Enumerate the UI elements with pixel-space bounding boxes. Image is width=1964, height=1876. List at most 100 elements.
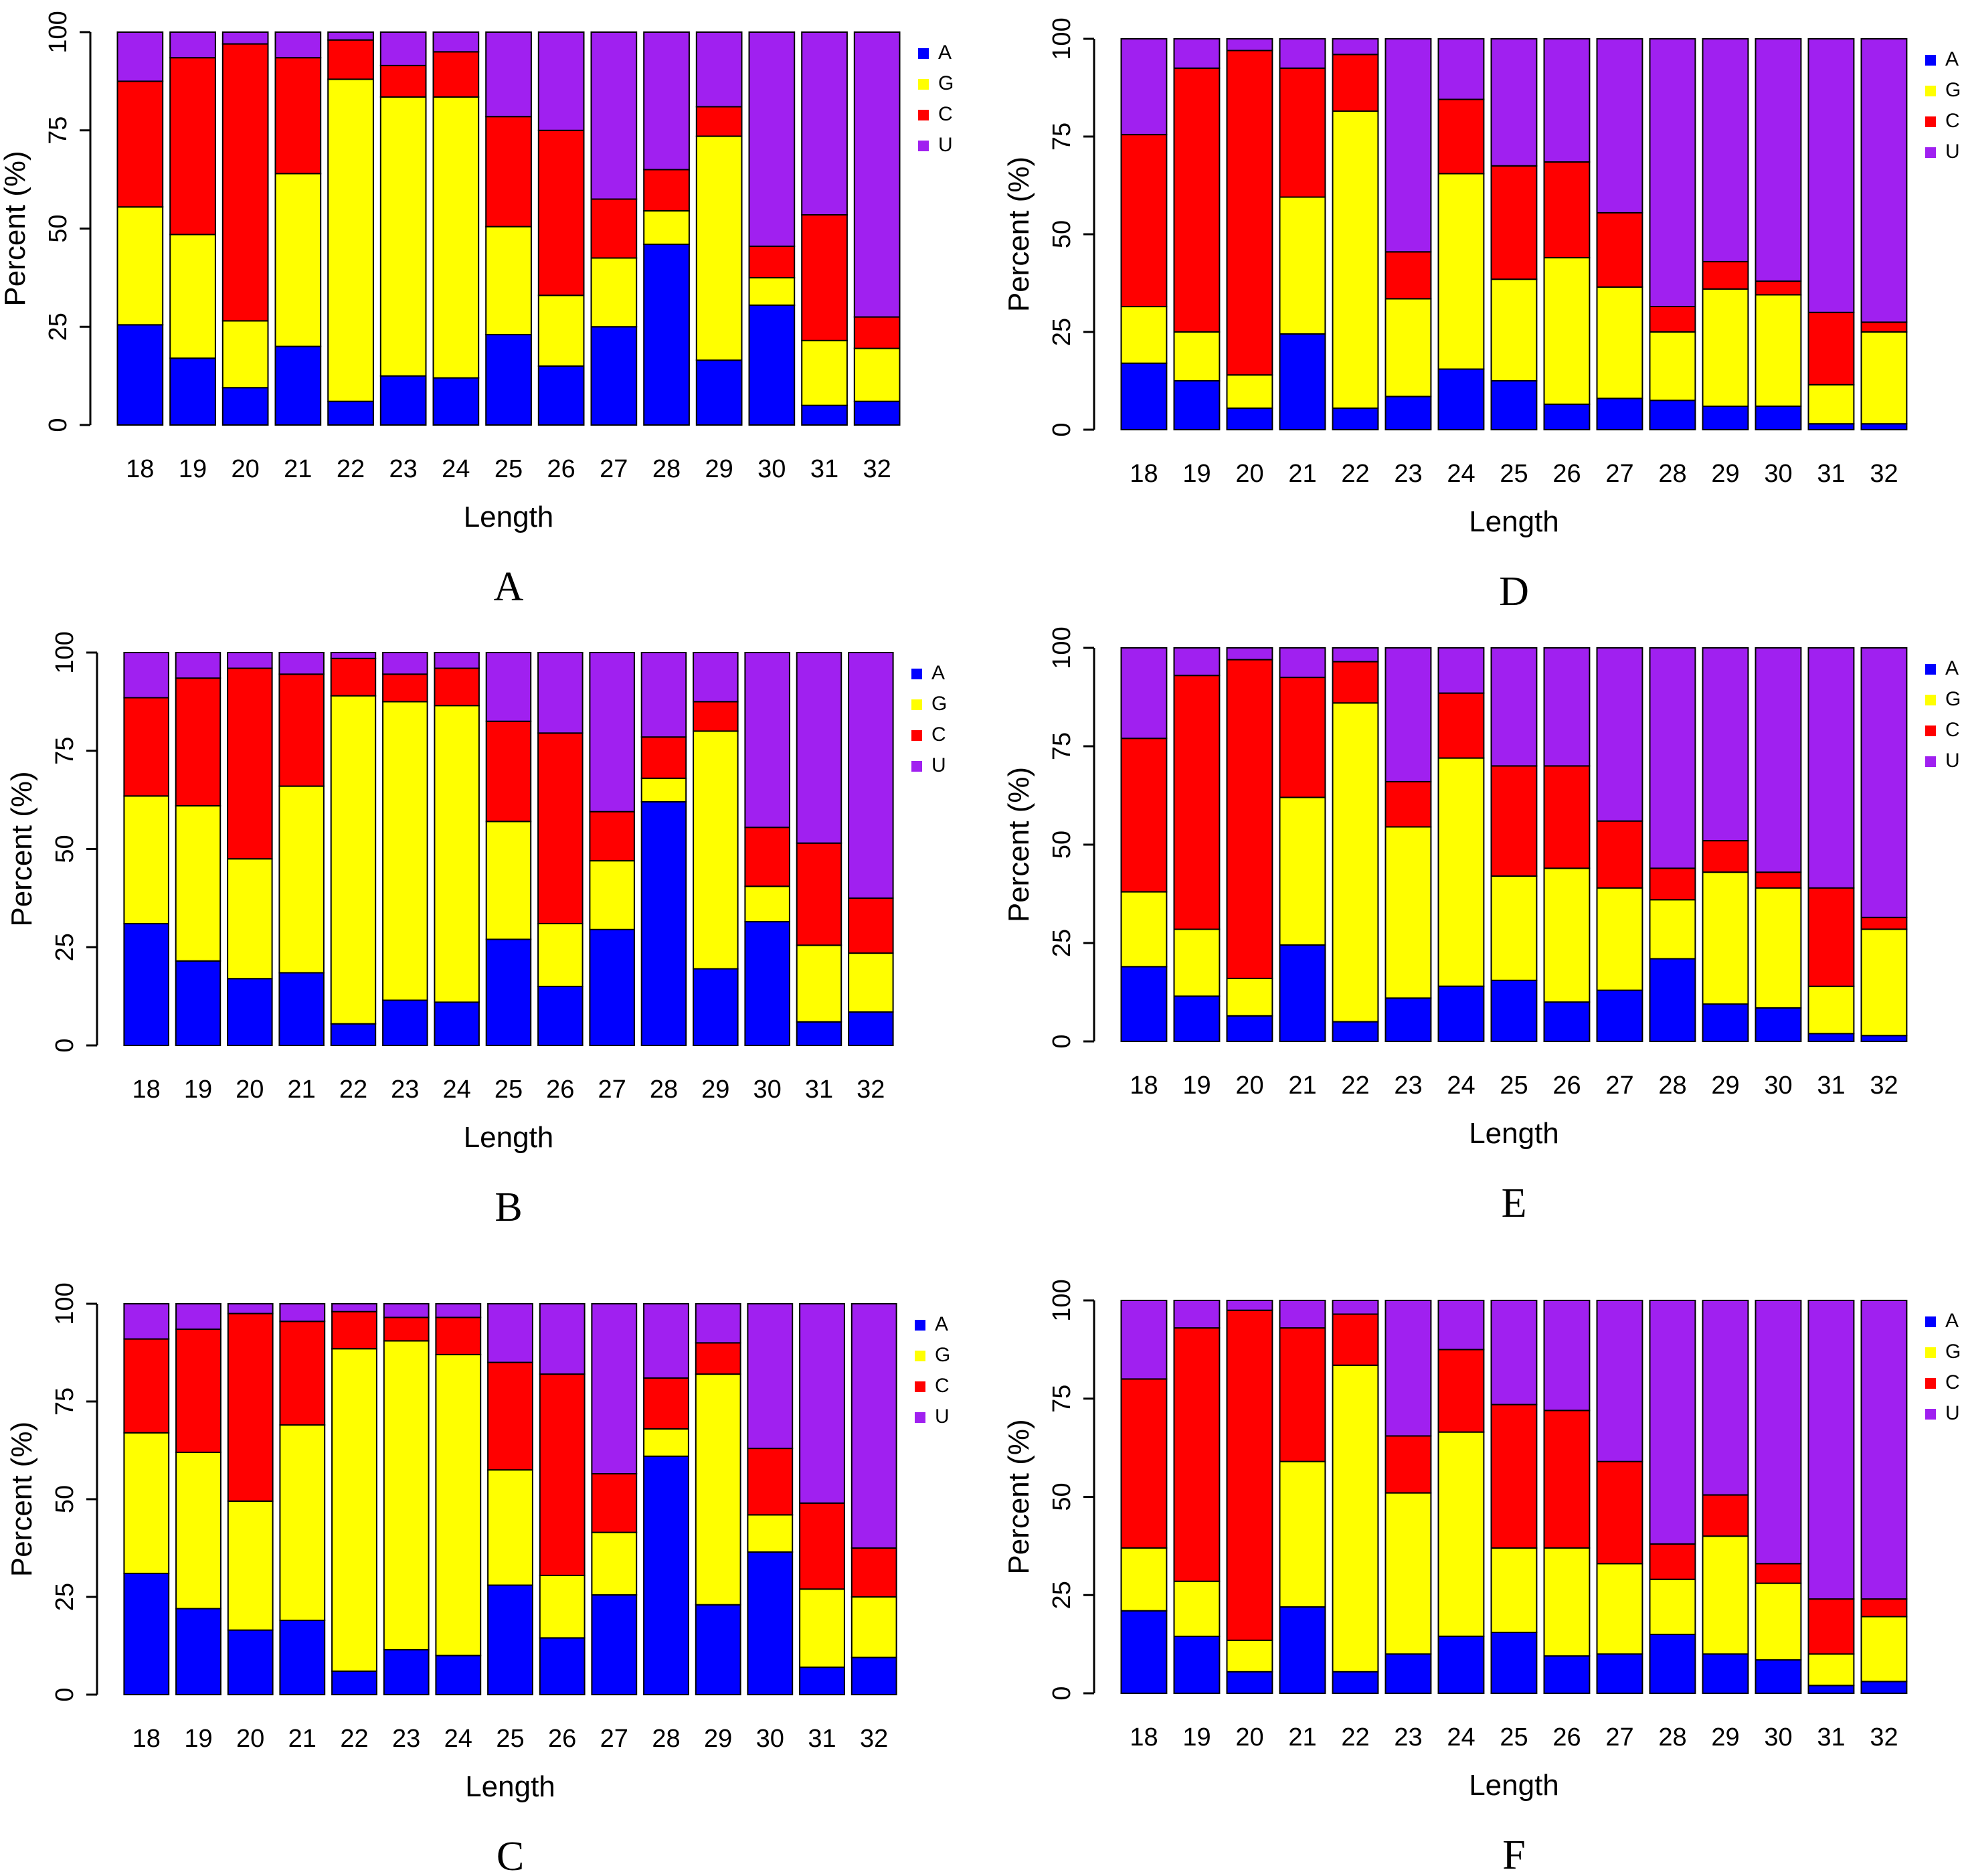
bar-d-25-c bbox=[1490, 165, 1538, 280]
bar-f-28-c bbox=[1649, 1543, 1696, 1580]
bar-a-32-a bbox=[853, 400, 901, 426]
x-tick-label: 22 bbox=[1341, 1072, 1369, 1100]
x-tick-label: 19 bbox=[1182, 460, 1211, 488]
bar-c-28-u bbox=[643, 1303, 689, 1379]
x-tick-label: 28 bbox=[1658, 1072, 1686, 1100]
bar-b-22-u bbox=[330, 652, 377, 659]
bar-f-30-g bbox=[1755, 1582, 1802, 1661]
legend-swatch-a bbox=[915, 1320, 925, 1331]
bar-a-30-a bbox=[748, 305, 796, 426]
legend-swatch-c bbox=[1925, 726, 1936, 736]
bar-b-32-c bbox=[848, 897, 894, 954]
bar-e-28-g bbox=[1649, 899, 1696, 960]
bar-c-24-g bbox=[435, 1353, 482, 1656]
legend-swatch-c bbox=[1925, 1378, 1936, 1389]
bar-c-28-c bbox=[643, 1377, 689, 1430]
y-tick-label: 100 bbox=[1048, 626, 1076, 669]
x-tick-label: 30 bbox=[1764, 460, 1792, 488]
bar-b-25-a bbox=[485, 938, 532, 1046]
bar-b-24-g bbox=[434, 705, 480, 1003]
bar-f-18-u bbox=[1120, 1300, 1168, 1380]
bar-c-24-a bbox=[435, 1654, 482, 1696]
legend-label-a: A bbox=[1945, 657, 1959, 679]
bar-b-22-c bbox=[330, 657, 377, 697]
bar-f-21-u bbox=[1279, 1300, 1326, 1329]
legend-label-c: C bbox=[1945, 719, 1960, 741]
bar-f-26-u bbox=[1543, 1300, 1591, 1412]
bar-c-21-g bbox=[279, 1424, 326, 1621]
bar-b-23-g bbox=[382, 701, 428, 1001]
y-tick-label: 75 bbox=[1048, 732, 1076, 760]
bar-f-24-g bbox=[1437, 1431, 1485, 1637]
bar-a-25-a bbox=[485, 334, 532, 426]
bar-a-28-a bbox=[643, 244, 690, 426]
bar-a-26-a bbox=[537, 365, 585, 426]
bar-e-18-c bbox=[1120, 738, 1168, 893]
x-tick-label: 28 bbox=[1658, 460, 1686, 488]
bar-d-29-a bbox=[1702, 406, 1749, 430]
bar-e-24-c bbox=[1437, 692, 1485, 759]
bar-d-24-u bbox=[1437, 38, 1485, 100]
bar-e-20-u bbox=[1226, 647, 1273, 661]
x-tick-label: 21 bbox=[1288, 460, 1316, 488]
bar-e-27-c bbox=[1596, 820, 1643, 889]
x-tick-label: 19 bbox=[184, 1076, 212, 1104]
bar-b-19-a bbox=[175, 960, 221, 1047]
bar-c-29-a bbox=[695, 1604, 741, 1695]
bar-f-26-g bbox=[1543, 1547, 1591, 1657]
bar-e-22-c bbox=[1332, 661, 1379, 704]
x-tick-label: 26 bbox=[547, 455, 575, 483]
bar-d-31-g bbox=[1807, 383, 1855, 425]
bar-b-21-g bbox=[278, 785, 325, 974]
x-axis-title: Length bbox=[1469, 1769, 1559, 1802]
legend-swatch-g bbox=[1925, 86, 1936, 96]
bar-e-24-a bbox=[1437, 985, 1485, 1042]
x-tick-label: 24 bbox=[1447, 460, 1475, 488]
bar-d-23-a bbox=[1385, 396, 1432, 431]
legend-swatch-c bbox=[911, 730, 922, 741]
x-tick-label: 28 bbox=[1658, 1723, 1686, 1752]
bar-d-31-a bbox=[1807, 423, 1855, 431]
bar-c-21-u bbox=[279, 1303, 326, 1323]
x-tick-label: 20 bbox=[236, 1725, 264, 1753]
x-tick-label: 32 bbox=[1870, 460, 1898, 488]
x-tick-label: 31 bbox=[1817, 1072, 1845, 1100]
x-tick-label: 26 bbox=[548, 1725, 576, 1753]
bar-b-26-c bbox=[537, 732, 584, 925]
bar-c-23-a bbox=[383, 1648, 430, 1696]
legend-label-u: U bbox=[938, 134, 953, 156]
bar-f-25-g bbox=[1490, 1547, 1538, 1634]
x-tick-label: 30 bbox=[756, 1725, 784, 1753]
legend-swatch-u bbox=[1925, 147, 1936, 158]
bar-e-26-u bbox=[1543, 647, 1591, 767]
y-tick-label: 75 bbox=[44, 116, 72, 145]
legend-label-u: U bbox=[1945, 141, 1960, 163]
bar-a-18-u bbox=[116, 31, 164, 82]
bar-c-31-a bbox=[799, 1667, 845, 1696]
y-tick-label: 75 bbox=[51, 1387, 79, 1416]
bar-f-22-c bbox=[1332, 1313, 1379, 1366]
bar-d-21-a bbox=[1279, 333, 1326, 430]
y-tick-label: 25 bbox=[51, 933, 79, 961]
bar-f-29-a bbox=[1702, 1653, 1749, 1695]
bar-d-26-g bbox=[1543, 257, 1591, 405]
bar-d-25-g bbox=[1490, 278, 1538, 382]
x-tick-label: 19 bbox=[1182, 1072, 1211, 1100]
x-tick-label: 19 bbox=[184, 1725, 212, 1753]
y-tick-label: 100 bbox=[1048, 17, 1076, 60]
bar-c-26-g bbox=[539, 1574, 586, 1639]
bar-c-30-a bbox=[747, 1551, 794, 1696]
y-tick-label: 0 bbox=[1048, 422, 1076, 436]
bar-b-27-a bbox=[589, 928, 635, 1047]
bar-f-20-u bbox=[1226, 1300, 1273, 1311]
bar-c-28-g bbox=[643, 1428, 689, 1457]
bar-b-18-c bbox=[123, 697, 169, 797]
bar-f-26-a bbox=[1543, 1655, 1591, 1694]
bar-a-29-u bbox=[695, 31, 743, 108]
bar-e-27-u bbox=[1596, 647, 1643, 822]
bar-c-21-a bbox=[279, 1620, 326, 1695]
bar-c-20-g bbox=[227, 1500, 274, 1631]
bar-f-29-g bbox=[1702, 1535, 1749, 1655]
bar-e-21-g bbox=[1279, 796, 1326, 946]
